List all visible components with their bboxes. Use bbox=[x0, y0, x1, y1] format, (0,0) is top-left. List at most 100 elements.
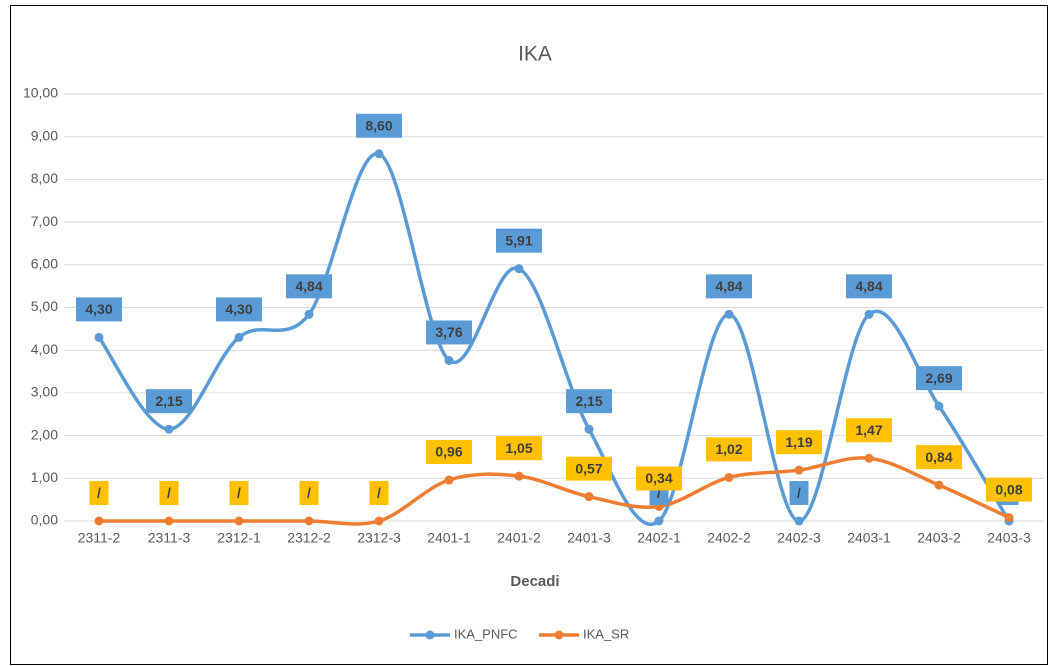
y-tick-label: 4,00 bbox=[31, 341, 58, 357]
value-label-box bbox=[426, 320, 472, 345]
value-label-box bbox=[706, 274, 752, 299]
x-tick-label: 2403-2 bbox=[917, 530, 961, 546]
value-label-box bbox=[76, 297, 122, 322]
value-label-box bbox=[286, 274, 332, 299]
x-tick-label: 2401-1 bbox=[427, 530, 471, 546]
value-label-box bbox=[299, 481, 319, 505]
value-label-box bbox=[369, 481, 389, 505]
y-tick-label: 5,00 bbox=[31, 298, 58, 314]
point-marker bbox=[724, 309, 734, 319]
point-marker bbox=[724, 472, 734, 482]
value-label: 4,30 bbox=[85, 301, 112, 317]
value-label-box bbox=[636, 466, 682, 491]
series-line bbox=[98, 456, 1010, 526]
x-tick-label: 2402-1 bbox=[637, 530, 681, 546]
chart-title: IKA bbox=[518, 43, 552, 66]
value-label-box bbox=[216, 297, 262, 322]
x-tick-label: 2401-2 bbox=[497, 530, 541, 546]
point-marker bbox=[234, 332, 244, 342]
point-marker bbox=[444, 355, 454, 365]
legend-marker bbox=[554, 630, 564, 640]
value-label: 0,34 bbox=[645, 470, 672, 486]
value-label: / bbox=[97, 485, 101, 501]
point-marker bbox=[374, 516, 384, 526]
point-marker bbox=[164, 516, 174, 526]
value-label: 1,02 bbox=[715, 441, 742, 457]
value-label: 0,57 bbox=[575, 460, 602, 476]
value-label-box bbox=[986, 477, 1032, 502]
value-label-box bbox=[789, 481, 809, 505]
value-label: / bbox=[377, 485, 381, 501]
point-marker bbox=[514, 471, 524, 481]
point-marker bbox=[934, 401, 944, 411]
value-label: / bbox=[797, 485, 801, 501]
value-label: 3,76 bbox=[435, 324, 462, 340]
point-marker bbox=[304, 516, 314, 526]
value-label-box bbox=[356, 113, 402, 138]
value-label-box bbox=[846, 418, 892, 443]
value-label-box bbox=[229, 481, 249, 505]
value-label-box bbox=[846, 274, 892, 299]
y-tick-label: 8,00 bbox=[31, 170, 58, 186]
x-tick-label: 2311-2 bbox=[78, 530, 121, 546]
value-label-box bbox=[426, 440, 472, 465]
point-marker bbox=[444, 475, 454, 485]
value-label: 0,96 bbox=[435, 444, 462, 460]
point-marker bbox=[794, 465, 804, 475]
value-label-box bbox=[776, 430, 822, 455]
value-label: 2,15 bbox=[155, 393, 182, 409]
value-label: 2,15 bbox=[575, 393, 602, 409]
value-label: / bbox=[657, 485, 661, 501]
point-marker bbox=[1004, 513, 1014, 523]
x-tick-label: 2312-3 bbox=[357, 530, 401, 546]
value-label: 4,84 bbox=[715, 278, 742, 294]
y-tick-label: 2,00 bbox=[31, 426, 58, 442]
y-tick-label: 0,00 bbox=[31, 512, 58, 528]
point-marker bbox=[584, 492, 594, 502]
value-label: 1,47 bbox=[855, 422, 882, 438]
value-label: 0,08 bbox=[995, 481, 1022, 497]
y-tick-label: 9,00 bbox=[31, 127, 58, 143]
y-tick-label: 6,00 bbox=[31, 256, 58, 272]
point-marker bbox=[94, 332, 104, 342]
y-tick-label: 10,00 bbox=[23, 85, 58, 101]
x-tick-label: 2403-1 bbox=[847, 530, 891, 546]
point-marker bbox=[164, 424, 174, 434]
point-marker bbox=[864, 453, 874, 463]
value-label: 1,05 bbox=[505, 440, 532, 456]
value-label-box bbox=[496, 436, 542, 461]
x-tick-label: 2311-3 bbox=[148, 530, 191, 546]
x-tick-label: 2312-2 bbox=[287, 530, 331, 546]
value-label: 5,91 bbox=[505, 232, 532, 248]
chart-border bbox=[10, 5, 1048, 665]
point-marker bbox=[794, 516, 804, 526]
legend-label: IKA_PNFC bbox=[454, 626, 518, 641]
y-tick-label: 7,00 bbox=[31, 213, 58, 229]
x-tick-label: 2402-2 bbox=[707, 530, 751, 546]
value-label: 4,84 bbox=[295, 278, 322, 294]
value-label-box bbox=[916, 445, 962, 470]
value-label-box bbox=[89, 481, 109, 505]
point-marker bbox=[584, 424, 594, 434]
y-tick-label: 3,00 bbox=[31, 384, 58, 400]
point-marker bbox=[94, 516, 104, 526]
value-label-box bbox=[159, 481, 179, 505]
value-label: 4,30 bbox=[225, 301, 252, 317]
series-line bbox=[97, 152, 1011, 526]
value-label: 8,60 bbox=[365, 117, 392, 133]
value-label: 1,19 bbox=[785, 434, 812, 450]
y-tick-label: 1,00 bbox=[31, 469, 58, 485]
point-marker bbox=[654, 516, 664, 526]
value-label-box bbox=[496, 228, 542, 253]
point-marker bbox=[864, 309, 874, 319]
point-marker bbox=[934, 480, 944, 490]
value-label-box bbox=[566, 389, 612, 414]
legend-label: IKA_SR bbox=[583, 626, 629, 641]
value-label-box bbox=[566, 456, 612, 481]
point-marker bbox=[304, 309, 314, 319]
point-marker bbox=[514, 264, 524, 274]
legend-marker bbox=[425, 630, 435, 640]
value-label: 0,84 bbox=[925, 449, 952, 465]
value-label: 4,84 bbox=[855, 278, 882, 294]
